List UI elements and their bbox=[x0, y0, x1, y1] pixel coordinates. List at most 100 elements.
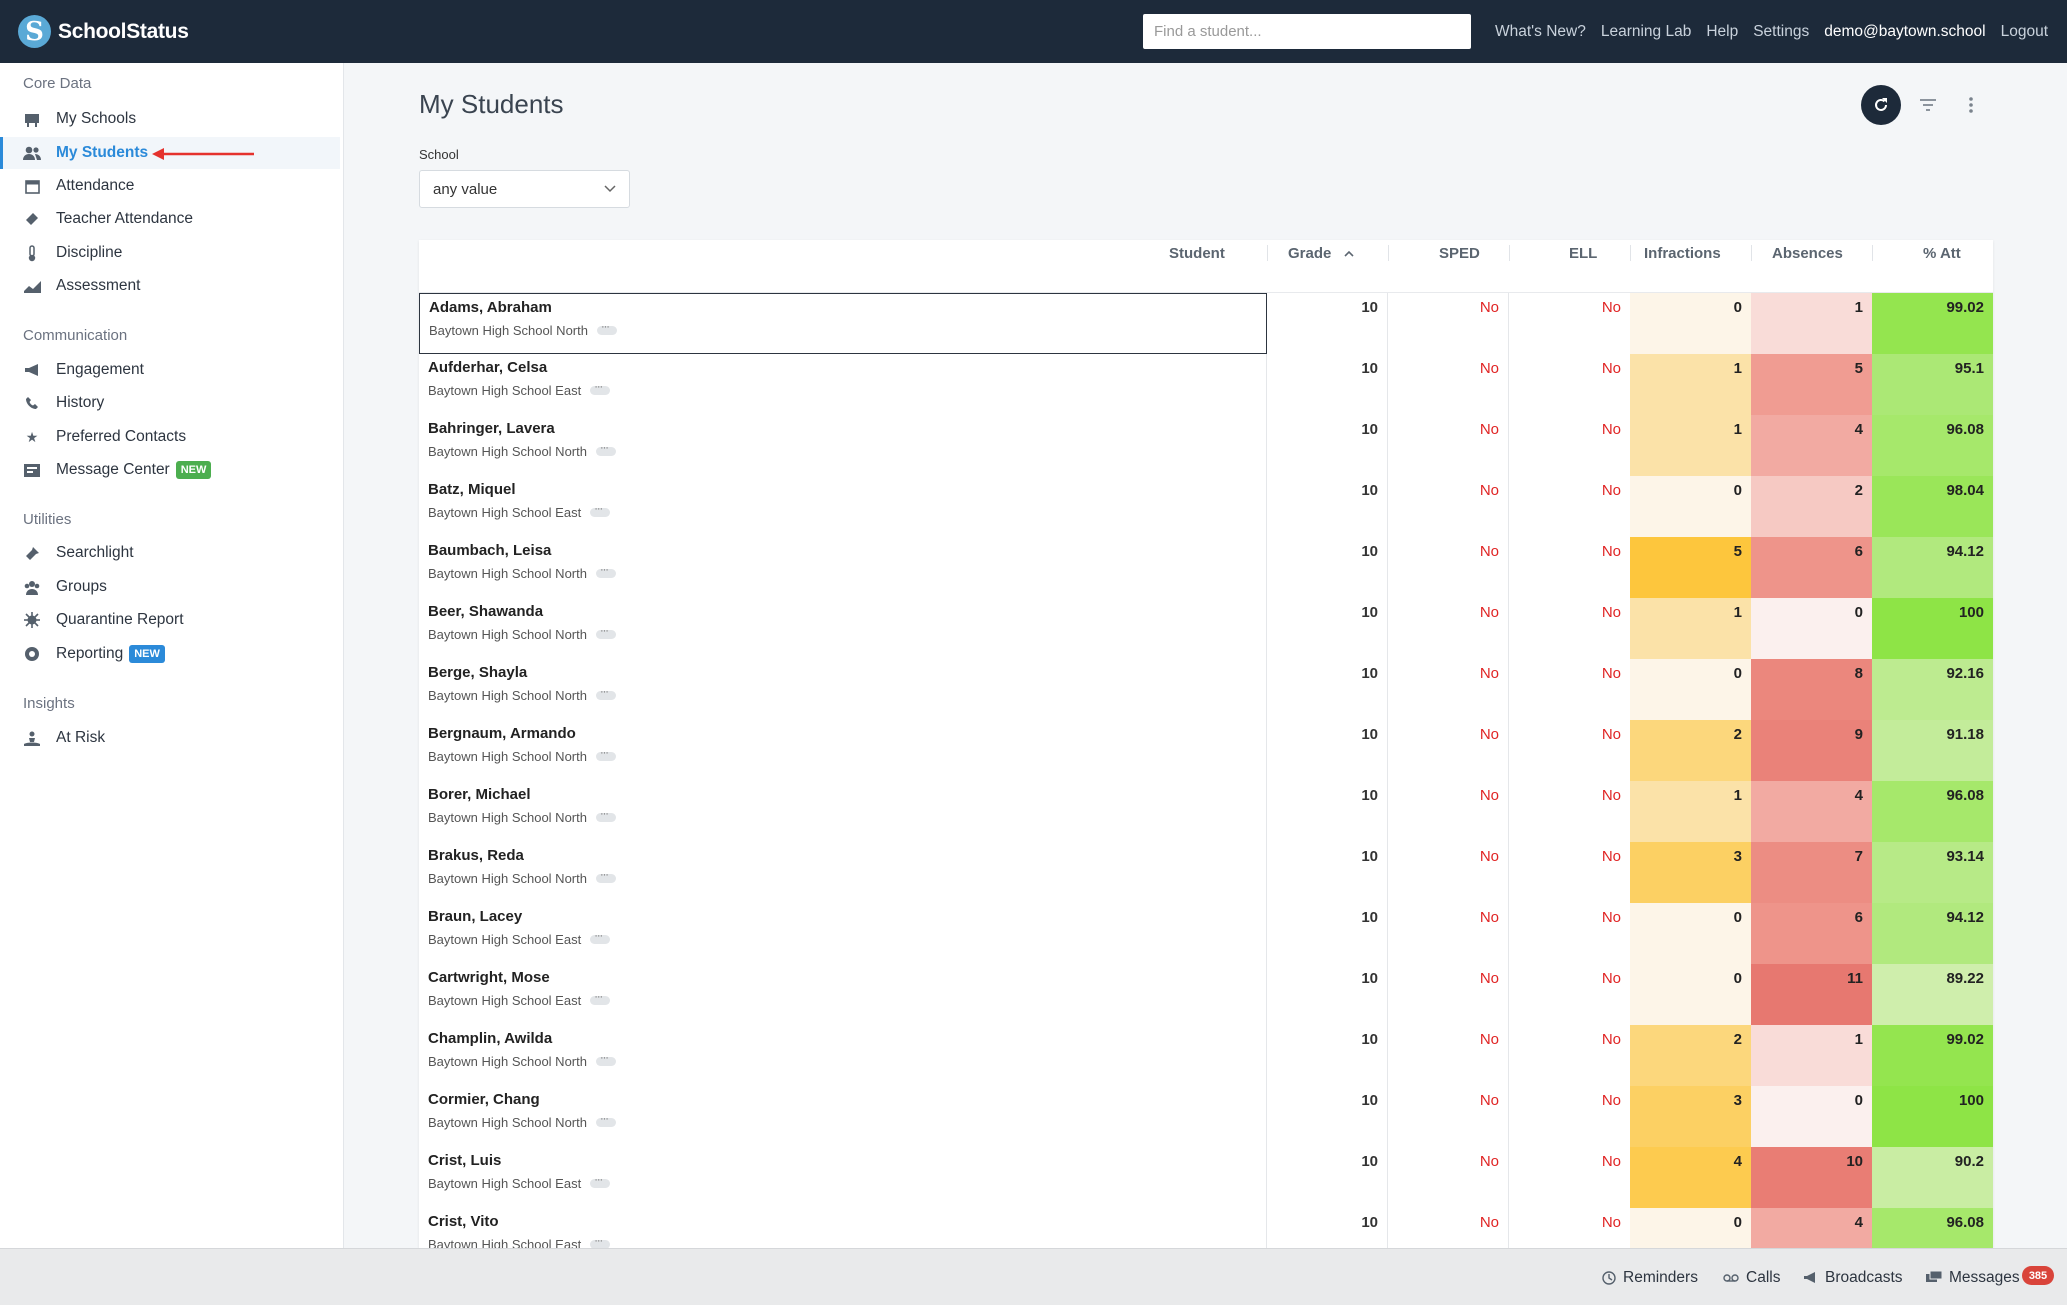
footer-broadcasts[interactable]: Broadcasts bbox=[1803, 1249, 1903, 1305]
school-filter-select[interactable]: any value bbox=[419, 170, 630, 208]
student-name[interactable]: Aufderhar, Celsa bbox=[428, 359, 548, 376]
attendance-pct-cell[interactable]: 99.02 bbox=[1872, 293, 1993, 354]
absences-cell[interactable]: 10 bbox=[1751, 1147, 1872, 1208]
student-cell[interactable]: Champlin, Awilda Baytown High School Nort… bbox=[419, 1025, 1267, 1086]
more-icon[interactable] bbox=[596, 321, 617, 335]
student-name[interactable]: Brakus, Reda bbox=[428, 847, 524, 864]
sidebar-item-at-risk[interactable]: At Risk bbox=[0, 722, 340, 754]
table-row[interactable]: Baumbach, Leisa Baytown High School North… bbox=[419, 537, 1993, 598]
sidebar-item-my-schools[interactable]: My Schools bbox=[0, 103, 340, 135]
attendance-pct-cell[interactable]: 100 bbox=[1872, 1086, 1993, 1147]
column-header-sped[interactable]: SPED bbox=[1439, 244, 1480, 262]
table-row[interactable]: Bergnaum, Armando Baytown High School Nor… bbox=[419, 720, 1993, 781]
more-icon[interactable] bbox=[595, 442, 616, 456]
infractions-cell[interactable]: 3 bbox=[1630, 1086, 1751, 1147]
sidebar-item-assessment[interactable]: Assessment bbox=[0, 270, 340, 302]
sidebar-item-preferred-contacts[interactable]: ★ Preferred Contacts bbox=[0, 421, 340, 453]
table-row[interactable]: Cormier, Chang Baytown High School North 1… bbox=[419, 1086, 1993, 1147]
sidebar-item-quarantine-report[interactable]: Quarantine Report bbox=[0, 604, 340, 636]
student-name[interactable]: Baumbach, Leisa bbox=[428, 542, 552, 559]
sidebar-item-attendance[interactable]: Attendance bbox=[0, 170, 340, 202]
sidebar-item-searchlight[interactable]: Searchlight bbox=[0, 537, 340, 569]
attendance-pct-cell[interactable]: 100 bbox=[1872, 598, 1993, 659]
more-options-icon[interactable] bbox=[1960, 94, 1982, 116]
student-cell[interactable]: Batz, Miquel Baytown High School East bbox=[419, 476, 1267, 537]
more-icon[interactable] bbox=[595, 747, 616, 761]
absences-cell[interactable]: 9 bbox=[1751, 720, 1872, 781]
student-cell[interactable]: Adams, Abraham Baytown High School North bbox=[419, 293, 1267, 354]
more-icon[interactable] bbox=[590, 1235, 611, 1248]
more-icon[interactable] bbox=[595, 564, 616, 578]
student-name[interactable]: Berge, Shayla bbox=[428, 664, 528, 681]
help-link[interactable]: Help bbox=[1706, 22, 1739, 40]
footer-reminders[interactable]: Reminders bbox=[1602, 1249, 1698, 1305]
absences-cell[interactable]: 2 bbox=[1751, 476, 1872, 537]
infractions-cell[interactable]: 1 bbox=[1630, 598, 1751, 659]
more-icon[interactable] bbox=[590, 381, 611, 395]
absences-cell[interactable]: 11 bbox=[1751, 964, 1872, 1025]
column-header-infractions[interactable]: Infractions bbox=[1644, 244, 1721, 262]
more-icon[interactable] bbox=[595, 686, 616, 700]
whats-new-link[interactable]: What's New? bbox=[1495, 22, 1586, 40]
sidebar-item-reporting[interactable]: Reporting NEW bbox=[0, 638, 340, 670]
learning-lab-link[interactable]: Learning Lab bbox=[1600, 22, 1692, 40]
infractions-cell[interactable]: 2 bbox=[1630, 720, 1751, 781]
infractions-cell[interactable]: 2 bbox=[1630, 1025, 1751, 1086]
table-row[interactable]: Champlin, Awilda Baytown High School Nort… bbox=[419, 1025, 1993, 1086]
attendance-pct-cell[interactable]: 91.18 bbox=[1872, 720, 1993, 781]
more-icon[interactable] bbox=[590, 991, 611, 1005]
student-name[interactable]: Braun, Lacey bbox=[428, 908, 523, 925]
absences-cell[interactable]: 4 bbox=[1751, 1208, 1872, 1248]
absences-cell[interactable]: 1 bbox=[1751, 1025, 1872, 1086]
more-icon[interactable] bbox=[595, 869, 616, 883]
more-icon[interactable] bbox=[590, 503, 611, 517]
student-name[interactable]: Bergnaum, Armando bbox=[428, 725, 576, 742]
refresh-button[interactable] bbox=[1861, 85, 1901, 125]
absences-cell[interactable]: 4 bbox=[1751, 415, 1872, 476]
student-cell[interactable]: Aufderhar, Celsa Baytown High School East bbox=[419, 354, 1267, 415]
absences-cell[interactable]: 7 bbox=[1751, 842, 1872, 903]
infractions-cell[interactable]: 1 bbox=[1630, 415, 1751, 476]
attendance-pct-cell[interactable]: 98.04 bbox=[1872, 476, 1993, 537]
sidebar-item-discipline[interactable]: Discipline bbox=[0, 237, 340, 269]
more-icon[interactable] bbox=[595, 1113, 616, 1127]
student-name[interactable]: Cartwright, Mose bbox=[428, 969, 550, 986]
attendance-pct-cell[interactable]: 99.02 bbox=[1872, 1025, 1993, 1086]
student-cell[interactable]: Cartwright, Mose Baytown High School East bbox=[419, 964, 1267, 1025]
infractions-cell[interactable]: 0 bbox=[1630, 903, 1751, 964]
student-name[interactable]: Cormier, Chang bbox=[428, 1091, 540, 1108]
infractions-cell[interactable]: 1 bbox=[1630, 354, 1751, 415]
absences-cell[interactable]: 6 bbox=[1751, 903, 1872, 964]
sidebar-item-teacher-attendance[interactable]: Teacher Attendance bbox=[0, 203, 340, 235]
student-name[interactable]: Crist, Luis bbox=[428, 1152, 502, 1169]
infractions-cell[interactable]: 3 bbox=[1630, 842, 1751, 903]
filter-icon[interactable] bbox=[1917, 94, 1939, 116]
sidebar-item-engagement[interactable]: Engagement bbox=[0, 354, 340, 386]
column-header-grade[interactable]: Grade bbox=[1288, 240, 1354, 266]
student-cell[interactable]: Beer, Shawanda Baytown High School North bbox=[419, 598, 1267, 659]
settings-link[interactable]: Settings bbox=[1753, 22, 1810, 40]
attendance-pct-cell[interactable]: 94.12 bbox=[1872, 537, 1993, 598]
student-search-input[interactable] bbox=[1143, 14, 1471, 49]
attendance-pct-cell[interactable]: 96.08 bbox=[1872, 1208, 1993, 1248]
more-icon[interactable] bbox=[595, 625, 616, 639]
absences-cell[interactable]: 6 bbox=[1751, 537, 1872, 598]
absences-cell[interactable]: 0 bbox=[1751, 1086, 1872, 1147]
student-cell[interactable]: Brakus, Reda Baytown High School North bbox=[419, 842, 1267, 903]
student-cell[interactable]: Cormier, Chang Baytown High School North bbox=[419, 1086, 1267, 1147]
table-row[interactable]: Berge, Shayla Baytown High School North 10… bbox=[419, 659, 1993, 720]
student-name[interactable]: Champlin, Awilda bbox=[428, 1030, 553, 1047]
student-name[interactable]: Crist, Vito bbox=[428, 1213, 499, 1230]
student-cell[interactable]: Bergnaum, Armando Baytown High School Nor… bbox=[419, 720, 1267, 781]
infractions-cell[interactable]: 0 bbox=[1630, 293, 1751, 354]
sidebar-item-groups[interactable]: Groups bbox=[0, 571, 340, 603]
sidebar-item-my-students[interactable]: My Students bbox=[0, 137, 340, 169]
student-cell[interactable]: Baumbach, Leisa Baytown High School North bbox=[419, 537, 1267, 598]
column-header-attendance-pct[interactable]: % Att bbox=[1923, 244, 1961, 262]
sidebar-item-message-center[interactable]: Message Center NEW bbox=[0, 454, 340, 486]
infractions-cell[interactable]: 0 bbox=[1630, 1208, 1751, 1248]
